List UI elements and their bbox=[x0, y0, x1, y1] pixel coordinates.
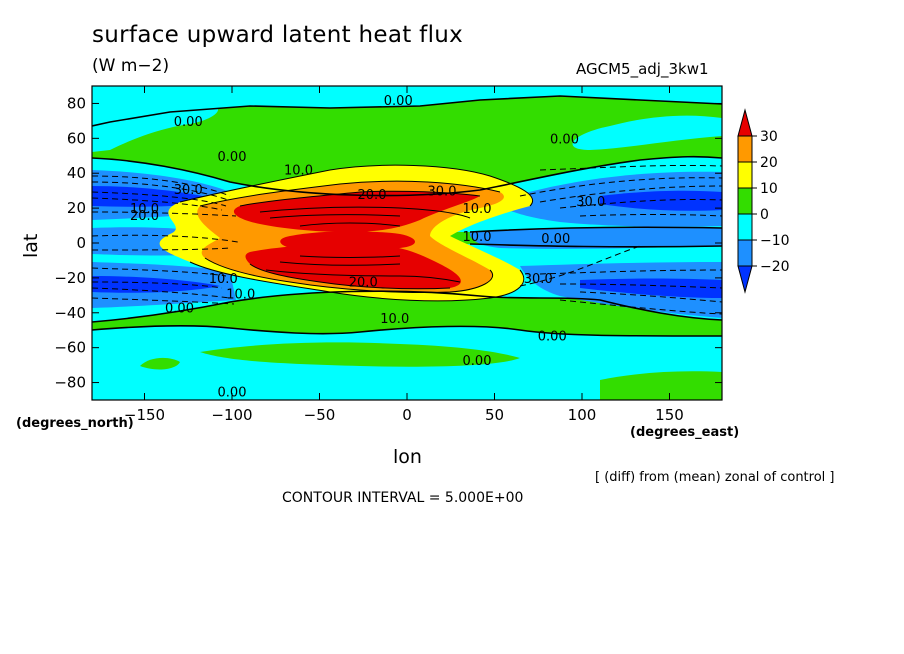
colorbar-segment-4 bbox=[737, 239, 753, 267]
contour-label-15: 20.0 bbox=[358, 188, 387, 203]
contour-label-22: 20.0 bbox=[130, 209, 159, 224]
y-coordinate-label: (degrees_north) bbox=[16, 416, 134, 431]
contour-lines-negative bbox=[92, 164, 722, 315]
colorbar-segment-3 bbox=[737, 213, 753, 241]
field-m10to0-north-east bbox=[572, 115, 722, 150]
colorbar-segment-1 bbox=[737, 161, 753, 189]
field-m10to0-north-west bbox=[92, 100, 219, 152]
y-tick-label-1: 60 bbox=[67, 129, 86, 147]
contour-label-11: 10.0 bbox=[463, 230, 492, 245]
experiment-label: AGCM5_adj_3kw1 bbox=[576, 60, 709, 78]
diff-note: [ (diff) from (mean) zonal of control ] bbox=[595, 470, 835, 485]
contour-fill-layer bbox=[92, 86, 722, 400]
x-tick-label-0: −150 bbox=[124, 406, 165, 424]
contour-labels: 0.00 0.00 0.00 0.00 0.00 0.00 0.00 0.00 0.00 10.0… bbox=[130, 94, 605, 400]
field-0to10-south-east bbox=[600, 371, 722, 400]
contour-label-7: 0.00 bbox=[463, 354, 492, 369]
colorbar-label-2: 10 bbox=[760, 181, 778, 197]
colorbar: 30 20 10 0 −10 −20 bbox=[737, 108, 790, 294]
contour-label-4: 0.00 bbox=[541, 232, 570, 247]
contour-label-9: 10.0 bbox=[284, 164, 313, 179]
field-0to10-south-patch2 bbox=[140, 357, 180, 370]
contour-label-19: 30.0 bbox=[576, 195, 605, 210]
y-tick-label-5: −20 bbox=[54, 269, 86, 287]
y-tick-label-4: 0 bbox=[76, 234, 86, 252]
field-gt30-north bbox=[233, 191, 480, 232]
contour-label-14: 10.0 bbox=[380, 312, 409, 327]
field-0to10-south-patch bbox=[200, 342, 520, 367]
contour-label-1: 0.00 bbox=[174, 115, 203, 130]
y-tick-label-8: −80 bbox=[54, 374, 86, 392]
y-tick-label-3: 20 bbox=[67, 199, 86, 217]
contour-label-6: 0.00 bbox=[538, 329, 567, 344]
colorbar-segment-0 bbox=[737, 135, 753, 163]
contour-label-3: 0.00 bbox=[550, 132, 579, 147]
contour-label-20: 30.0 bbox=[524, 272, 553, 287]
contour-label-12: 10.0 bbox=[209, 272, 238, 287]
colorbar-label-4: −10 bbox=[760, 233, 790, 249]
field-lt-m20-north-east bbox=[600, 190, 722, 211]
chart-units: (W m−2) bbox=[92, 56, 170, 76]
y-tick-label-6: −40 bbox=[54, 304, 86, 322]
contour-lines-zero bbox=[92, 95, 722, 337]
colorbar-label-1: 20 bbox=[760, 155, 778, 171]
contour-label-2: 0.00 bbox=[218, 150, 247, 165]
x-tick-label-1: −100 bbox=[211, 406, 252, 424]
colorbar-label-0: 30 bbox=[760, 129, 778, 145]
field-lt-m20-south-west bbox=[92, 276, 220, 293]
contour-interval: CONTOUR INTERVAL = 5.000E+00 bbox=[282, 490, 524, 506]
field-gt30-equator bbox=[280, 231, 415, 251]
field-gt30-south bbox=[245, 244, 461, 289]
colorbar-segment-2 bbox=[737, 187, 753, 215]
contour-label-16: 20.0 bbox=[349, 275, 378, 290]
field-m20tom10-equator-east bbox=[469, 227, 722, 249]
contour-lines-positive bbox=[179, 164, 533, 302]
chart-title: surface upward latent heat flux bbox=[92, 22, 464, 48]
colorbar-label-5: −20 bbox=[760, 259, 790, 275]
contour-label-10: 10.0 bbox=[463, 202, 492, 217]
x-tick-label-6: 150 bbox=[655, 406, 684, 424]
x-axis: −150 −100 −50 0 50 100 150 bbox=[124, 86, 684, 424]
contour-label-8: 0.00 bbox=[218, 385, 247, 400]
contour-label-5: 0.00 bbox=[165, 302, 194, 317]
contour-label-13: 10.0 bbox=[226, 288, 255, 303]
y-axis-label: lat bbox=[20, 233, 42, 258]
x-axis-label: lon bbox=[393, 446, 422, 468]
x-tick-label-2: −50 bbox=[304, 406, 336, 424]
y-axis: 80 60 40 20 0 −20 −40 −60 −80 bbox=[54, 94, 722, 392]
colorbar-label-3: 0 bbox=[760, 207, 769, 223]
contour-label-0: 0.00 bbox=[384, 94, 413, 109]
colorbar-top-arrow bbox=[737, 108, 753, 137]
y-tick-label-2: 40 bbox=[67, 164, 86, 182]
contour-label-18: 30.0 bbox=[174, 183, 203, 198]
y-tick-label-0: 80 bbox=[67, 94, 86, 112]
contour-label-21: 10.0 bbox=[130, 202, 159, 217]
x-tick-label-4: 50 bbox=[485, 406, 504, 424]
field-lt-m20-south-east bbox=[580, 278, 722, 298]
contour-label-17: 30.0 bbox=[428, 185, 457, 200]
x-tick-label-5: 100 bbox=[568, 406, 597, 424]
x-tick-label-3: 0 bbox=[402, 406, 412, 424]
y-tick-label-7: −60 bbox=[54, 339, 86, 357]
x-coordinate-label: (degrees_east) bbox=[630, 425, 740, 440]
colorbar-bottom-arrow bbox=[737, 265, 753, 294]
